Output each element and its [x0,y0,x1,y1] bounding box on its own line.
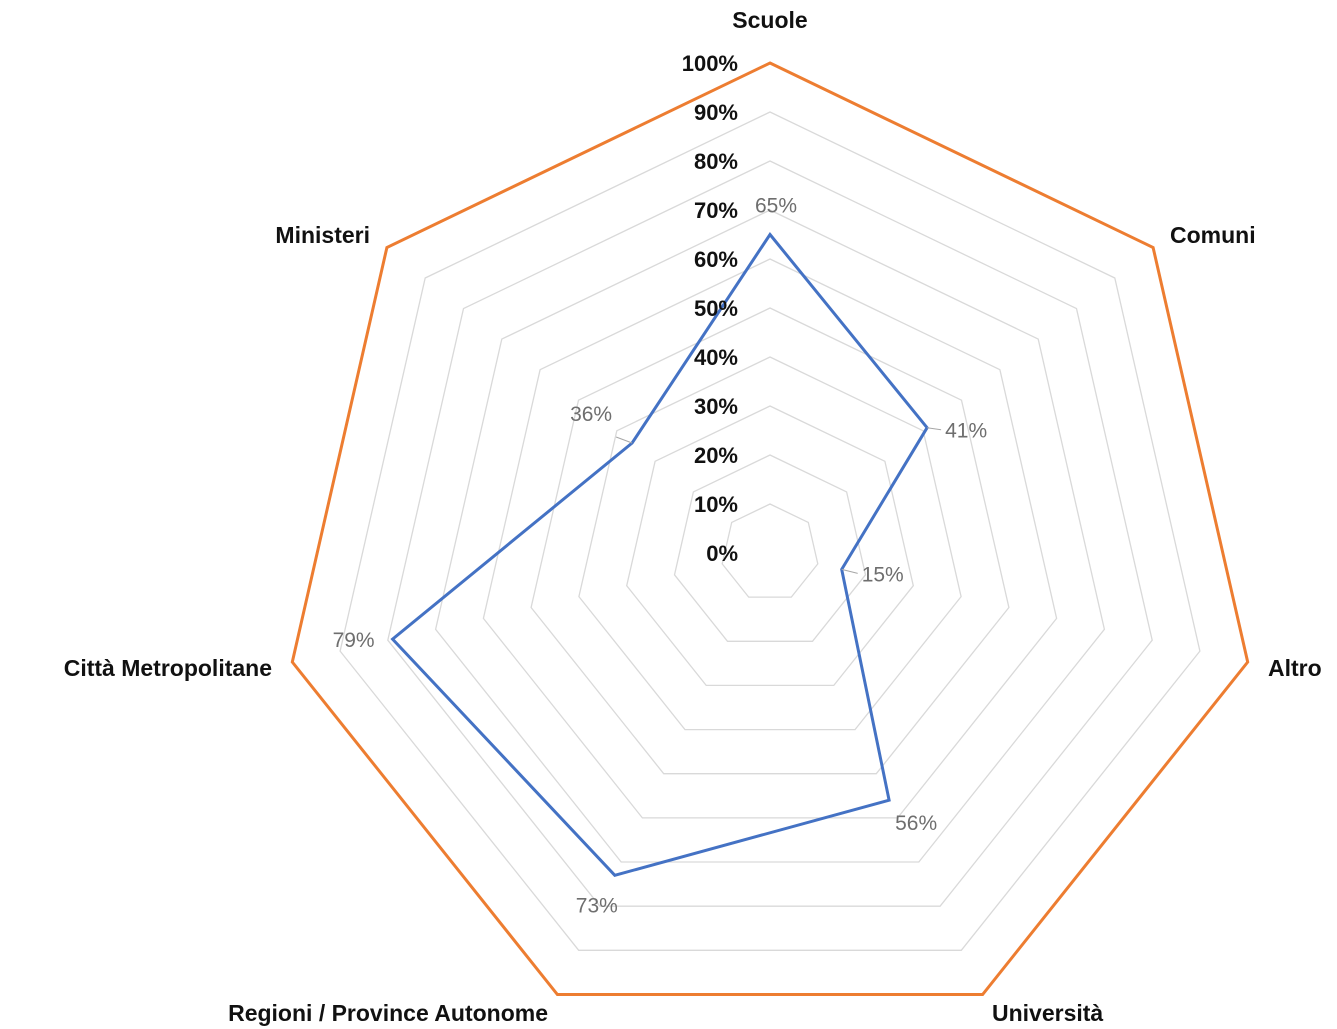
grid-ring-50 [530,307,1010,775]
tick-label: 70% [694,198,738,223]
grid-ring-30 [625,405,915,687]
tick-label: 40% [694,345,738,370]
data-label-leader-line [841,568,858,574]
category-label: Ministeri [275,222,370,248]
tick-label: 90% [694,100,738,125]
data-label: 79% [333,629,375,652]
radar-grid [339,111,1201,951]
grid-ring-90 [339,111,1201,951]
tick-label: 0% [706,541,738,566]
tick-label: 10% [694,492,738,517]
data-labels: 65% 41% 15% 56% 73% 79% 36% [333,195,988,918]
radial-axis-tick-labels: 0% 10% 20% 30% 40% 50% 60% 70% 80% 90% 100% [682,51,738,566]
data-label: 73% [576,894,618,917]
grid-ring-70 [434,209,1106,863]
tick-label: 50% [694,296,738,321]
tick-label: 100% [682,51,738,76]
category-label: Università [992,1000,1103,1026]
tick-label: 30% [694,394,738,419]
grid-ring-10 [721,503,819,598]
series-line [390,231,929,877]
data-label: 15% [862,563,904,586]
data-label: 56% [895,812,937,835]
data-label: 36% [570,403,612,426]
category-label: Scuole [732,7,807,33]
grid-ring-40 [578,356,962,731]
data-label-leader-line [615,436,633,444]
tick-label: 20% [694,443,738,468]
grid-ring-60 [482,258,1058,819]
category-label: Regioni / Province Autonome [228,1000,548,1026]
data-label: 41% [945,420,987,443]
category-labels: Scuole Comuni Altro Università Regioni / Pro… [64,7,1322,1026]
category-label: Comuni [1170,222,1256,248]
tick-label: 60% [694,247,738,272]
radar-outer-ring [290,61,1250,996]
data-label-leader-line [927,427,942,431]
category-label: Altro [1268,655,1322,681]
outer-boundary-ring [290,61,1250,996]
grid-ring-20 [673,454,867,642]
data-label: 65% [755,195,797,218]
grid-ring-80 [387,160,1153,907]
category-label: Città Metropolitane [64,655,272,681]
radar-series [390,231,929,877]
tick-label: 80% [694,149,738,174]
